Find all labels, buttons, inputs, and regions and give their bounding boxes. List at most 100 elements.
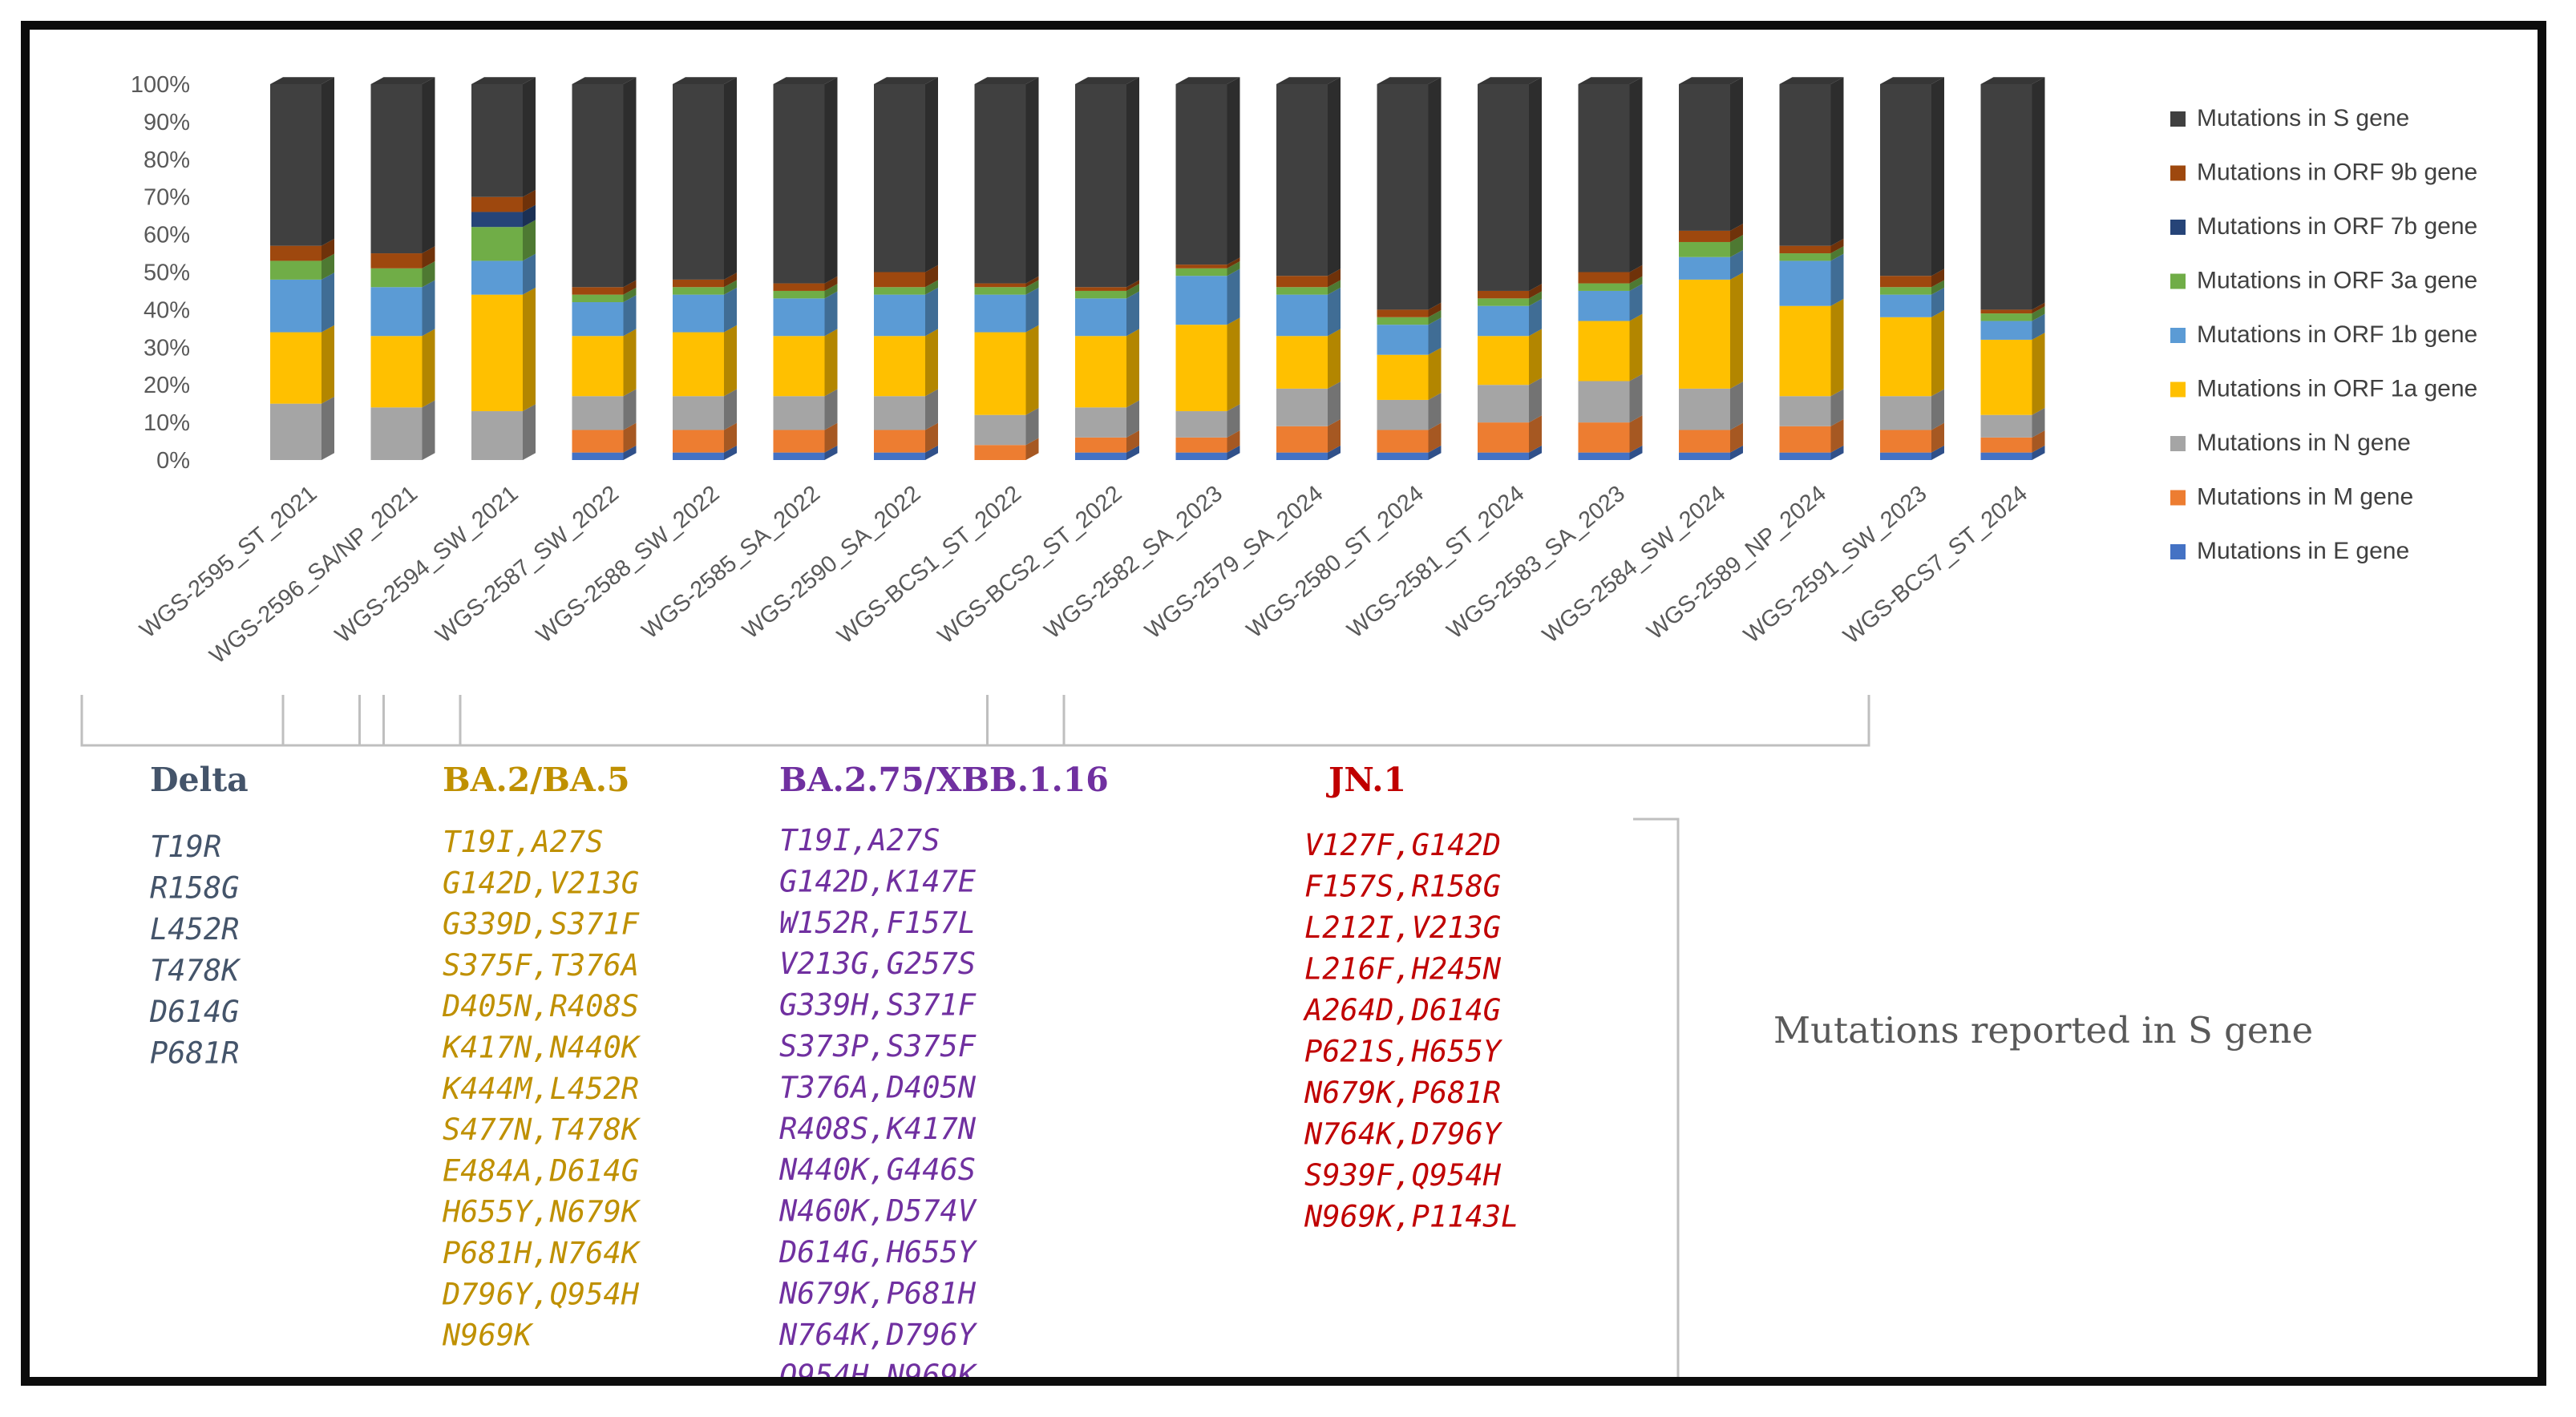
bar-segment-side	[925, 280, 938, 295]
bar-segment-side	[1126, 77, 1139, 288]
bar-segment-side	[1428, 309, 1442, 325]
bar-segment	[1175, 264, 1227, 268]
mutation-entry: R408S,K417N	[779, 1112, 977, 1146]
figure-frame: 0% 10% 20% 30% 40% 50% 60% 70% 80% 90% 100% WGS-259…	[21, 21, 2546, 1386]
x-tick-label: WGS-2584_SW_2024	[1538, 481, 1730, 648]
bar-segment-side	[925, 329, 938, 397]
bar-segment	[1578, 283, 1630, 291]
bar-segment-side	[824, 329, 838, 397]
bar-segment-side	[1328, 280, 1341, 295]
bar-segment-side	[1730, 235, 1743, 257]
bar-segment-side	[422, 246, 435, 268]
bar-segment-side	[1126, 280, 1139, 291]
bar-segment	[874, 294, 925, 337]
bar-segment	[1578, 272, 1630, 284]
bar-segment-side	[2032, 407, 2045, 438]
mutation-entry: N440K,G446S	[778, 1153, 976, 1187]
mutation-entry: L216F,H245N	[1304, 952, 1502, 987]
bar-segment	[1175, 411, 1227, 438]
bar-segment	[773, 336, 825, 397]
bar-segment-side	[1629, 373, 1643, 423]
bar-segment	[1478, 298, 1529, 306]
bar-top-face	[974, 77, 1039, 84]
bar-top-face	[370, 77, 435, 84]
bar-segment-side	[1529, 284, 1542, 299]
mutation-entry: N679K,P681H	[778, 1276, 977, 1310]
bar-segment	[1880, 396, 1931, 430]
bar-segment	[673, 294, 724, 333]
mutation-entry: D796Y,Q954H	[442, 1277, 640, 1311]
bar-segment-side	[1025, 438, 1039, 460]
bar-segment	[1880, 317, 1931, 397]
bar-segment-side	[824, 422, 838, 453]
bar-segment	[874, 452, 925, 460]
bar-segment-side	[724, 445, 737, 460]
bar-segment-side	[422, 77, 435, 254]
bar-segment-side	[724, 422, 737, 453]
bar-segment	[1175, 325, 1227, 412]
bar-segment	[773, 430, 825, 453]
bar-segment	[572, 336, 624, 397]
y-tick-label: 0%	[156, 448, 190, 474]
bar-top-face	[471, 77, 536, 84]
x-tick-label: WGS-BCS2_ST_2022	[933, 481, 1127, 649]
bar-segment	[270, 260, 321, 280]
bar-segment	[1779, 253, 1831, 261]
bar-segment	[1276, 287, 1328, 295]
bar-segment	[1377, 325, 1429, 355]
bar-segment-side	[1730, 445, 1743, 460]
bar-segment-side	[1227, 257, 1240, 268]
mutation-entry: H655Y,N679K	[442, 1195, 641, 1229]
bar-segment-side	[724, 280, 737, 295]
mutation-entry: S477N,T478K	[443, 1112, 641, 1147]
x-tick-label: WGS-2595_ST_2021	[135, 481, 322, 644]
mutation-entry: L452R	[150, 912, 239, 947]
bar-segment	[572, 302, 624, 337]
mutation-entry: V127F,G142D	[1304, 828, 1501, 862]
bar-segment-side	[1730, 249, 1743, 280]
bar-segment-side	[1830, 418, 1844, 453]
mutation-entry: D614G,H655Y	[778, 1235, 978, 1270]
bar-segment-side	[925, 389, 938, 430]
bar-top-face	[1377, 77, 1442, 84]
bar-segment-side	[321, 238, 334, 261]
bar-segment	[1175, 276, 1227, 325]
bar-segment-side	[1328, 329, 1341, 389]
bar-segment	[1377, 309, 1429, 317]
bar-segment	[1478, 84, 1529, 291]
bar-segment-side	[321, 272, 334, 333]
group-bracket	[281, 695, 462, 747]
x-tick-label: WGS-2585_SA_2022	[637, 481, 825, 644]
bar-segment	[673, 396, 724, 430]
bar-segment-side	[824, 445, 838, 460]
bar-segment-side	[422, 261, 435, 288]
bar-segment	[773, 452, 825, 460]
bar-segment-side	[1025, 287, 1039, 333]
bar-segment-side	[422, 280, 435, 337]
legend-swatch	[2170, 220, 2186, 235]
bar-segment-side	[1025, 325, 1039, 415]
bar-top-face	[1779, 77, 1844, 84]
bar-segment	[874, 430, 925, 453]
bar-segment	[1377, 84, 1429, 310]
bar-top-face	[773, 77, 838, 84]
bar-segment	[1075, 452, 1126, 460]
bar-segment-side	[1830, 77, 1844, 246]
mutation-entry: N679K,P681R	[1304, 1076, 1501, 1110]
bar-segment	[270, 245, 321, 261]
bar-segment	[1276, 426, 1328, 453]
bar-segment	[773, 396, 825, 430]
mutation-entry: G142D,K147E	[779, 864, 977, 898]
mutation-entry: P621S,H655Y	[1304, 1035, 1503, 1069]
legend-swatch	[2170, 490, 2186, 506]
bar-segment-side	[321, 253, 334, 280]
bar-segment-side	[1730, 422, 1743, 453]
x-tick-label: WGS-BCS1_ST_2022	[832, 481, 1026, 649]
legend-label: Mutations in E gene	[2197, 538, 2409, 564]
bar-segment	[974, 332, 1026, 415]
legend-swatch	[2170, 544, 2186, 559]
bar-segment	[1980, 321, 2032, 340]
bar-segment	[471, 411, 523, 460]
mutation-entry: Q954H,N969K	[779, 1358, 978, 1377]
x-tick-label: WGS-BCS7_ST_2024	[1838, 481, 2032, 649]
